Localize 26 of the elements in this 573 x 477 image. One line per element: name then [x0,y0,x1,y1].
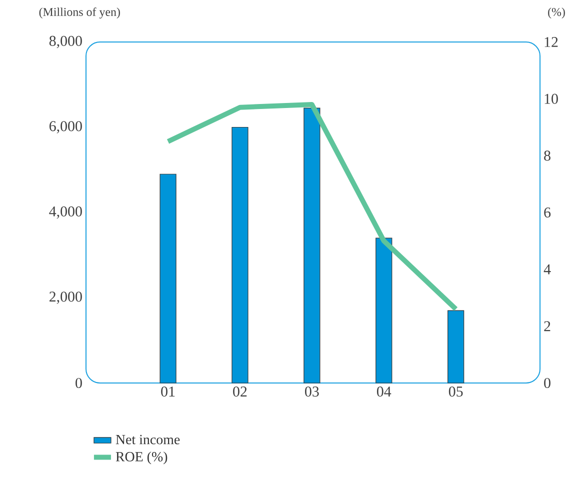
bar [160,174,176,384]
y2-tick-label: 6 [544,207,551,218]
bar [448,310,464,384]
y2-tick-label: 10 [544,94,558,104]
bar [232,126,248,384]
x-tick-label: 03 [305,386,319,397]
y2-tick-label: 0 [544,378,550,388]
x-tick-label: 01 [161,386,175,397]
x-tick-label: 05 [448,386,463,397]
y-tick-label: 4,000 [49,206,82,219]
y-tick-label: 8,000 [49,36,82,48]
y-axis-title: (Millions of yen) [39,7,120,18]
y2-tick-label: 12 [544,37,558,47]
legend-label: Net income [116,434,180,444]
x-tick-label: 04 [376,386,392,397]
x-tick-label: 02 [233,386,247,397]
legend-label: ROE (%) [116,452,168,464]
y2-axis-title: (%) [548,8,565,18]
y-tick-label: 0 [76,378,82,388]
bar [304,108,320,384]
y-tick-label: 6,000 [50,121,82,134]
y2-tick-label: 2 [544,321,550,332]
y2-tick-label: 4 [544,264,551,274]
y2-tick-label: 8 [544,150,550,161]
bar [376,238,392,384]
y-tick-label: 2,000 [50,292,82,304]
